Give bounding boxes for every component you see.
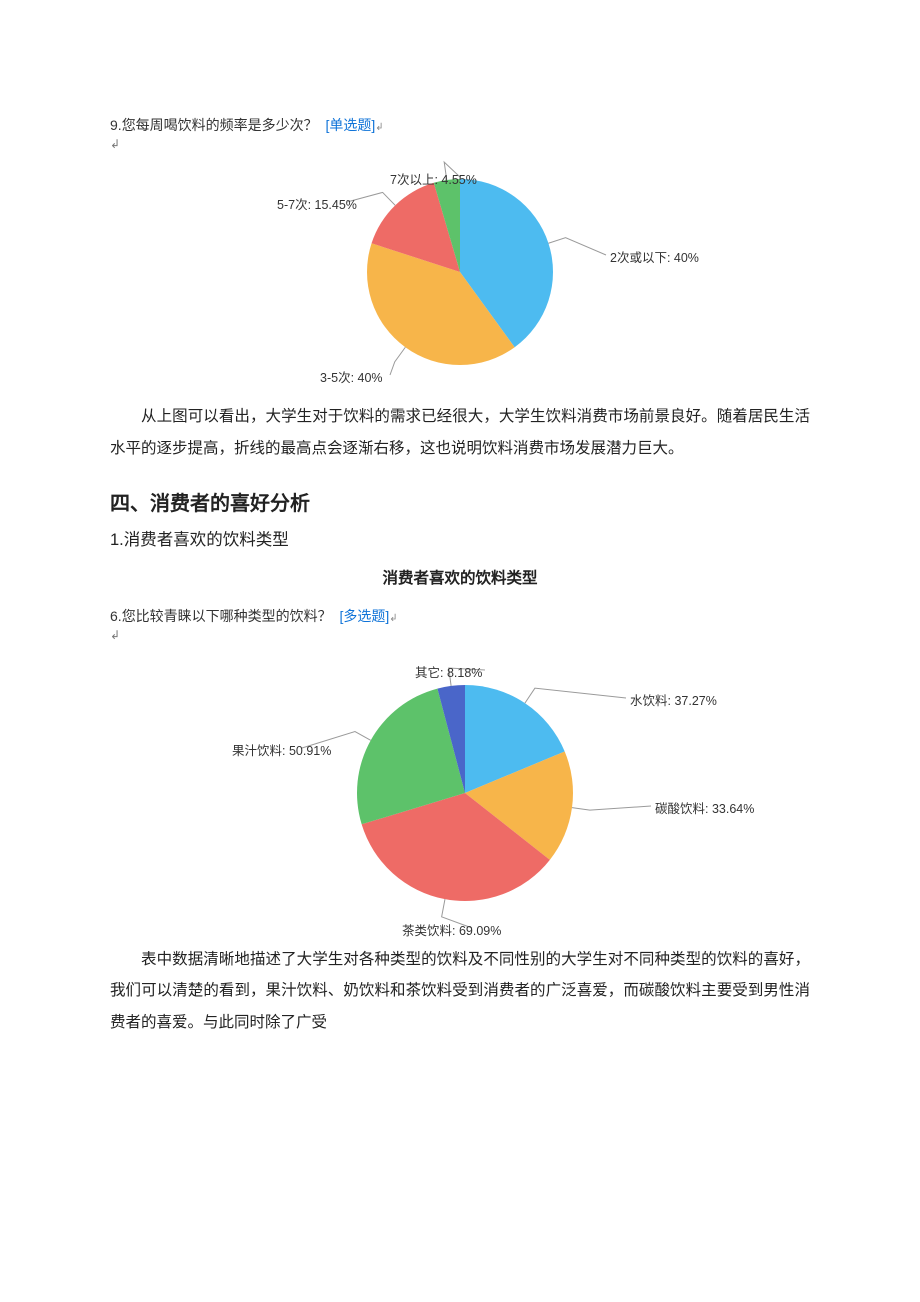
q6-pie-chart: 水饮料: 37.27% 碳酸饮料: 33.64% 茶类饮料: 69.09% 果汁饮料:…	[110, 648, 810, 938]
para1-l2: 料消费市场发展潜力巨大。	[498, 440, 684, 457]
q6-tag: [多选题]	[339, 608, 389, 624]
q9-text: 您每周喝饮料的频率是多少次？	[122, 117, 318, 133]
pie-label: 7次以上: 4.55%	[390, 169, 477, 188]
sub-heading: 1.消费者喜欢的饮料类型	[110, 526, 810, 550]
q9-line: 9.您每周喝饮料的频率是多少次？ [单选题]↲	[110, 115, 810, 135]
pie-leader	[572, 806, 651, 810]
q9-pie-chart: 2次或以下: 40% 3-5次: 40% 5-7次: 15.45% 7次以上: 4.5…	[110, 157, 810, 387]
pie-leader	[525, 688, 626, 703]
q6-line: 6.您比较青睐以下哪种类型的饮料？ [多选题]↲	[110, 606, 810, 626]
q9-pie-svg	[110, 157, 810, 387]
q9-number: 9.	[110, 117, 122, 133]
q6-number: 6.	[110, 608, 122, 624]
chart2-title: 消费者喜欢的饮料类型	[110, 566, 810, 588]
para1-l0: 从上图可以看出，大学生对于饮料的需求已经很大，大学生饮料消费市场前	[141, 408, 654, 425]
q9-return: ↲	[375, 122, 383, 133]
pie-label: 茶类饮料: 69.09%	[402, 920, 501, 939]
pie-label: 2次或以下: 40%	[610, 247, 699, 266]
pie-label: 其它: 8.18%	[415, 662, 482, 681]
pie-label: 果汁饮料: 50.91%	[232, 740, 331, 759]
pie-label: 水饮料: 37.27%	[630, 690, 717, 709]
para2-l0: 表中数据清晰地描述了大学生对各种类型的饮料及不同性别的大学生对不	[141, 951, 639, 968]
q9-return2: ↲	[110, 137, 810, 151]
q9-tag: [单选题]	[325, 117, 375, 133]
q6-return: ↲	[389, 613, 397, 624]
analysis-para-2: 表中数据清晰地描述了大学生对各种类型的饮料及不同性别的大学生对不同种类型的饮料的…	[110, 944, 810, 1039]
pie-label: 5-7次: 15.45%	[277, 194, 357, 213]
analysis-para-1: 从上图可以看出，大学生对于饮料的需求已经很大，大学生饮料消费市场前景良好。随着居…	[110, 401, 810, 465]
pie-label: 3-5次: 40%	[320, 367, 383, 386]
pie-leader	[390, 347, 405, 375]
pie-leader	[548, 238, 606, 255]
q6-text: 您比较青睐以下哪种类型的饮料？	[122, 608, 332, 624]
section-heading: 四、消费者的喜好分析	[110, 487, 810, 516]
q6-return2: ↲	[110, 628, 810, 642]
pie-label: 碳酸饮料: 33.64%	[655, 798, 754, 817]
